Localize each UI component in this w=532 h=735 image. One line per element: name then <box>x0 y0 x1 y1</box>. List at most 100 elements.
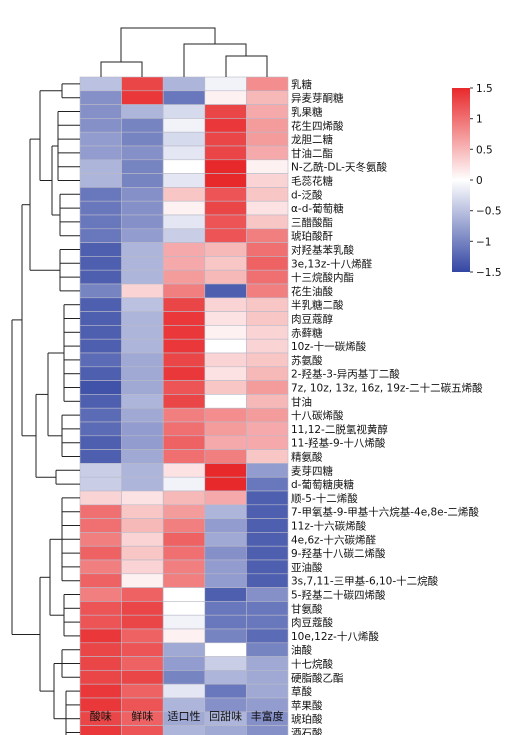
heatmap-cell <box>79 545 122 561</box>
row-label: 2-羟基-3-异丙基丁二酸 <box>291 368 400 381</box>
heatmap-cell <box>162 228 206 243</box>
heatmap-cell <box>204 352 247 368</box>
row-label: 异麦芽酮糖 <box>291 92 344 105</box>
heatmap-cell <box>121 283 164 299</box>
heatmap-cell <box>121 449 164 464</box>
heatmap-cell <box>246 559 289 575</box>
legend-tick-label: 1 <box>476 114 483 126</box>
heatmap-cell <box>204 145 247 161</box>
heatmap-cell <box>121 200 164 216</box>
heatmap-cell <box>121 725 164 735</box>
heatmap-cell <box>246 476 289 492</box>
row-label: 硬脂酸乙酯 <box>291 671 344 684</box>
heatmap-cell <box>79 269 122 285</box>
heatmap-cell <box>121 628 164 644</box>
heatmap-cell <box>121 173 164 188</box>
heatmap-cell <box>204 394 247 409</box>
heatmap-cell <box>162 573 206 588</box>
heatmap-cell <box>79 90 122 105</box>
dendrogram-branch <box>120 27 216 62</box>
heatmap-cell <box>79 628 122 644</box>
heatmap-cell <box>246 228 289 243</box>
heatmap-cell <box>204 311 247 326</box>
row-label: 10z-十一碳烯酸 <box>291 340 367 353</box>
heatmap-cell <box>246 187 289 202</box>
row-label: 9-羟基十八碳二烯酸 <box>291 547 386 560</box>
heatmap-cell <box>246 90 289 105</box>
heatmap-cell <box>162 545 206 561</box>
heatmap-cell <box>204 187 247 202</box>
row-label: 精氨酸 <box>291 451 323 464</box>
heatmap-cell <box>79 297 122 312</box>
heatmap-cell <box>121 131 164 147</box>
row-label: 10e,12z-十八烯酸 <box>291 630 379 643</box>
heatmap-cell <box>79 104 122 119</box>
heatmap-cell <box>204 573 247 588</box>
heatmap-cell <box>79 76 122 92</box>
heatmap-cell <box>246 325 289 340</box>
heatmap-cell <box>162 490 206 506</box>
heatmap-cell <box>204 683 247 699</box>
dendrogram-branch <box>225 55 268 77</box>
heatmap-cell <box>79 214 122 230</box>
heatmap-cell <box>204 76 247 92</box>
heatmap-cell <box>246 407 289 423</box>
heatmap-cells <box>79 76 289 735</box>
legend-tick-label: 1.5 <box>476 83 493 95</box>
row-label: 乳果糖 <box>291 106 323 119</box>
legend-tick-label: −0.5 <box>476 206 502 218</box>
heatmap-cell <box>162 325 206 340</box>
heatmap-cell <box>246 545 289 561</box>
heatmap-cell <box>79 573 122 588</box>
heatmap-cell <box>246 683 289 699</box>
row-label: 花生油酸 <box>291 285 333 298</box>
row-label: 十八碳烯酸 <box>291 409 344 422</box>
heatmap-cell <box>162 518 206 533</box>
heatmap-cell <box>121 366 164 381</box>
heatmap-cell <box>204 670 247 685</box>
heatmap-cell <box>121 601 164 616</box>
heatmap-cell <box>162 380 206 395</box>
row-label: 龙胆二糖 <box>291 133 333 146</box>
heatmap-cell <box>121 518 164 533</box>
row-label: α-d-葡萄糖 <box>291 202 344 215</box>
heatmap-cell <box>79 670 122 685</box>
row-label: 苏氨酸 <box>291 354 323 367</box>
heatmap-cell <box>246 670 289 685</box>
column-label: 适口性 <box>168 709 201 723</box>
heatmap-cell <box>121 656 164 671</box>
heatmap-cell <box>246 449 289 464</box>
heatmap-cell <box>246 338 289 354</box>
row-label: 3e,13z-十八烯醛 <box>291 257 373 270</box>
row-label: 甘氨酸 <box>291 602 323 615</box>
heatmap-cell <box>162 104 206 119</box>
row-label: 半乳糖二酸 <box>291 299 344 312</box>
row-label: 肉豆蔻酸 <box>291 616 333 629</box>
legend-tick-label: 0 <box>476 175 483 187</box>
heatmap-cell <box>121 559 164 575</box>
heatmap-cell <box>246 463 289 478</box>
heatmap-cell <box>162 601 206 616</box>
heatmap-cell <box>79 173 122 188</box>
heatmap-cell <box>121 476 164 492</box>
heatmap-cell <box>246 725 289 735</box>
heatmap-cell <box>121 435 164 450</box>
heatmap-cell <box>79 559 122 575</box>
heatmap-cell <box>204 380 247 395</box>
heatmap-cell <box>121 104 164 119</box>
column-label: 回甜味 <box>209 710 242 723</box>
heatmap-cell <box>79 476 122 492</box>
legend-color-bar <box>452 88 470 272</box>
row-label: 花生四烯酸 <box>291 119 344 132</box>
heatmap-cell <box>162 76 206 92</box>
legend-tick-label: −1 <box>476 236 491 248</box>
heatmap-cell <box>121 614 164 630</box>
row-label: 甘油二酯 <box>291 147 333 160</box>
heatmap-cell <box>121 587 164 602</box>
heatmap-cell <box>121 214 164 230</box>
heatmap-cell <box>162 463 206 478</box>
heatmap-cell <box>162 614 206 630</box>
heatmap-cell <box>121 670 164 685</box>
heatmap-cell <box>79 187 122 202</box>
row-label: 亚油酸 <box>291 561 323 574</box>
